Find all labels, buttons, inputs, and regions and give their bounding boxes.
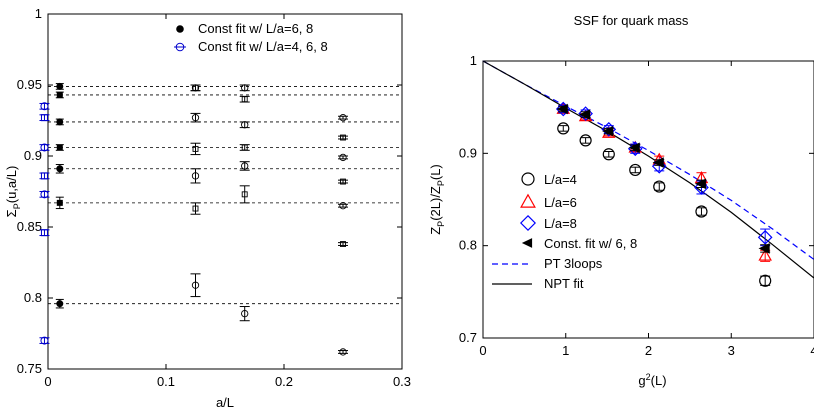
- lattice-point: [241, 96, 248, 103]
- fit68-point: [56, 165, 64, 173]
- lattice-point: [241, 191, 248, 198]
- fit468-point: [40, 102, 49, 111]
- legend-label-la4: L/a=4: [544, 172, 577, 187]
- fit68-point: [56, 199, 63, 206]
- legend-marker-constfit: [521, 238, 533, 248]
- lattice-point: [191, 281, 200, 289]
- series-point-left-triangle: [652, 157, 664, 168]
- y-tick-label: 0.7: [459, 330, 477, 345]
- y-tick-label: 0.9: [459, 145, 477, 160]
- x-tick-label: 4: [810, 343, 814, 358]
- lattice-point: [241, 144, 248, 151]
- legend-label-nptfit: NPT fit: [544, 276, 584, 291]
- y-tick-label: 0.85: [17, 219, 42, 234]
- series-point-left-triangle: [758, 243, 770, 254]
- y-tick-label: 0.8: [24, 290, 42, 305]
- fit468-point: [40, 172, 48, 180]
- lattice-point: [191, 114, 200, 122]
- fit468-point: [40, 190, 49, 199]
- left-legend: Const fit w/ L/a=6, 8 Const fit w/ L/a=4,…: [174, 21, 328, 54]
- series-point-circle: [759, 274, 772, 287]
- series-point-circle: [579, 134, 592, 147]
- y-tick-label: 0.9: [24, 148, 42, 163]
- plot-frame: [47, 13, 403, 370]
- series-point-left-triangle: [602, 125, 614, 137]
- series-point-left-triangle: [556, 103, 568, 115]
- series-point-circle: [695, 205, 708, 218]
- series-point-left-triangle: [578, 109, 591, 120]
- x-tick-label: 0.1: [157, 374, 175, 389]
- lattice-point: [192, 205, 199, 212]
- x-tick-label: 0.2: [275, 374, 293, 389]
- right-legend: L/a=4 L/a=6 L/a=8 Const. fit w/ 6, 8 PT 3loo…: [492, 172, 637, 291]
- series-point-circle: [602, 148, 615, 161]
- legend-marker-la6: [520, 193, 536, 208]
- fit68-point: [56, 91, 63, 98]
- y-axis-title: ΣP(u,a/L): [4, 166, 22, 218]
- lattice-point: [339, 114, 347, 122]
- x-tick-label: 0: [479, 343, 486, 358]
- x-axis-title: a/L: [216, 395, 234, 410]
- lattice-point: [340, 178, 346, 185]
- series-point-circle: [557, 122, 570, 135]
- fit68-point: [56, 300, 64, 308]
- series-point-diamond: [757, 230, 773, 245]
- y-tick-label: 0.95: [17, 77, 42, 92]
- lattice-point: [241, 84, 249, 92]
- series-point-left-triangle: [694, 178, 706, 190]
- legend-marker-la8: [520, 215, 536, 231]
- plot-frame: [482, 60, 814, 339]
- lattice-point: [192, 84, 199, 91]
- fit468-point: [40, 229, 48, 237]
- legend-label-fit68: Const fit w/ L/a=6, 8: [198, 21, 313, 36]
- legend-label-constfit: Const. fit w/ 6, 8: [544, 236, 637, 251]
- pt-3loops-curve: [482, 60, 814, 260]
- series-point-circle: [629, 163, 642, 177]
- lattice-point: [339, 202, 347, 210]
- fit68-point: [56, 118, 64, 126]
- y-tick-label: 0.75: [17, 361, 42, 376]
- left-chart: 0 0.1 0.2 0.3 0.75 0.8 0.85 0.9 0.95 1 Const fit w…: [4, 6, 411, 410]
- y-tick-label: 0.8: [459, 238, 477, 253]
- series-point-left-triangle: [628, 142, 640, 154]
- lattice-point: [339, 348, 347, 356]
- y-axis-title: ZP(2L)/ZP(L): [428, 164, 446, 235]
- x-tick-label: 2: [645, 343, 652, 358]
- legend-label-la8: L/a=8: [544, 216, 577, 231]
- npt-fit-curve: [482, 60, 814, 279]
- lattice-point: [192, 145, 199, 152]
- legend-label-la6: L/a=6: [544, 195, 577, 210]
- legend-label-pt3loops: PT 3loops: [544, 256, 603, 271]
- legend-marker-la4: [521, 172, 535, 186]
- series-point-triangle: [758, 248, 772, 261]
- legend-marker-fit68: [176, 25, 184, 33]
- x-tick-label: 0: [44, 374, 51, 389]
- fit468-point: [40, 114, 48, 122]
- fit68-point: [56, 82, 64, 90]
- series-point-circle: [653, 180, 666, 193]
- lattice-point: [340, 134, 346, 141]
- fit468-point: [40, 336, 49, 345]
- lattice-point: [241, 162, 249, 170]
- lattice-point: [241, 309, 249, 318]
- fit468-point: [40, 143, 49, 152]
- x-tick-label: 3: [728, 343, 735, 358]
- lattice-point: [241, 121, 249, 129]
- legend-label-fit468: Const fit w/ L/a=4, 6, 8: [198, 39, 328, 54]
- x-tick-label: 1: [562, 343, 569, 358]
- lattice-point: [191, 172, 200, 180]
- lattice-point: [339, 153, 347, 162]
- y-tick-label: 1: [470, 53, 477, 68]
- x-axis-title: g2(L): [638, 372, 666, 388]
- fit68-point: [56, 144, 63, 151]
- chart-title: SSF for quark mass: [574, 13, 689, 28]
- y-tick-label: 1: [35, 6, 42, 21]
- x-tick-label: 0.3: [393, 374, 411, 389]
- lattice-point: [340, 241, 346, 247]
